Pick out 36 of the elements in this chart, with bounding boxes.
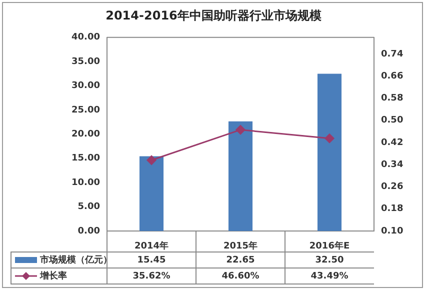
data-label: 46.60% bbox=[222, 271, 260, 282]
y-tick-label: 0.00 bbox=[78, 226, 100, 236]
legend-label: 市场规模（亿元） bbox=[39, 254, 112, 266]
y2-tick-label: 0.18 bbox=[381, 204, 404, 214]
x-tick-label: 2016年E bbox=[309, 240, 350, 252]
y2-tick-label: 0.42 bbox=[381, 138, 404, 148]
y-tick-label: 10.00 bbox=[72, 178, 100, 188]
y2-tick-label: 0.10 bbox=[381, 226, 404, 236]
x-tick-label: 2015年 bbox=[223, 240, 258, 252]
data-label: 43.49% bbox=[310, 271, 348, 282]
point bbox=[324, 134, 334, 144]
y-tick-label: 25.00 bbox=[72, 105, 100, 116]
y2-tick-label: 0.50 bbox=[381, 116, 404, 126]
data-label: 32.50 bbox=[315, 255, 344, 266]
y2-tick-label: 0.66 bbox=[381, 71, 404, 82]
y-tick-label: 40.00 bbox=[72, 32, 100, 43]
y2-tick-label: 0.26 bbox=[381, 182, 404, 192]
y-tick-label: 15.00 bbox=[72, 154, 100, 164]
y2-tick-label: 0.74 bbox=[381, 49, 404, 60]
bar bbox=[139, 156, 164, 231]
data-label: 35.62% bbox=[132, 271, 170, 282]
chart-title: 2014-2016年中国助听器行业市场规模 bbox=[106, 8, 322, 22]
y2-tick-label: 0.34 bbox=[381, 160, 404, 170]
x-tick-label: 2014年 bbox=[134, 240, 169, 252]
bar bbox=[317, 74, 342, 231]
y2-tick-label: 0.58 bbox=[381, 94, 404, 104]
legend-label: 增长率 bbox=[39, 270, 67, 282]
point bbox=[146, 155, 156, 165]
point bbox=[236, 125, 246, 135]
y-tick-label: 35.00 bbox=[72, 56, 100, 67]
y-tick-label: 20.00 bbox=[72, 130, 100, 140]
y-tick-label: 5.00 bbox=[78, 202, 100, 212]
bar bbox=[228, 121, 253, 231]
y-tick-label: 30.00 bbox=[72, 81, 100, 92]
data-label: 22.65 bbox=[226, 255, 255, 266]
data-label: 15.45 bbox=[137, 255, 166, 266]
